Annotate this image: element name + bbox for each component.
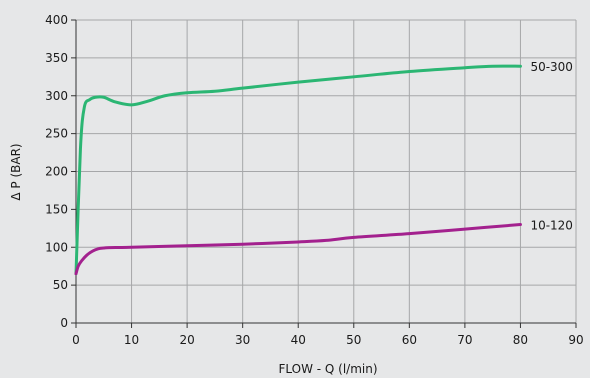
- y-tick-label: 50: [53, 278, 68, 292]
- y-tick-label: 400: [45, 13, 68, 27]
- series-labels: 50-300 10-120: [530, 60, 573, 232]
- x-tick-label: 40: [291, 333, 306, 347]
- x-tick-label: 90: [568, 333, 583, 347]
- x-axis-title: FLOW - Q (l/min): [278, 362, 377, 376]
- y-tick-label: 300: [45, 89, 68, 103]
- x-tick-label: 50: [346, 333, 361, 347]
- tick-labels: 0 10 20 30 40 50 60 70 80 90 0 50 100 150 200 250 300 350…: [45, 13, 584, 347]
- series-lines: [74, 64, 522, 276]
- x-tick-label: 70: [457, 333, 472, 347]
- y-tick-label: 200: [45, 165, 68, 179]
- y-tick-label: 150: [45, 202, 68, 216]
- x-tick-label: 80: [513, 333, 528, 347]
- series-line-10-120: [74, 223, 522, 276]
- y-axis-title: Δ P (BAR): [9, 143, 23, 200]
- x-tick-label: 20: [179, 333, 194, 347]
- y-tick-label: 250: [45, 127, 68, 141]
- series-label: 10-120: [530, 219, 573, 233]
- series-line-50-300: [74, 64, 522, 276]
- grid: [71, 19, 577, 328]
- x-tick-label: 60: [402, 333, 417, 347]
- x-tick-label: 10: [124, 333, 139, 347]
- y-tick-label: 0: [60, 316, 68, 330]
- x-tick-label: 30: [235, 333, 250, 347]
- series-label: 50-300: [530, 60, 573, 74]
- y-tick-label: 100: [45, 240, 68, 254]
- x-tick-label: 0: [72, 333, 80, 347]
- y-tick-label: 350: [45, 51, 68, 65]
